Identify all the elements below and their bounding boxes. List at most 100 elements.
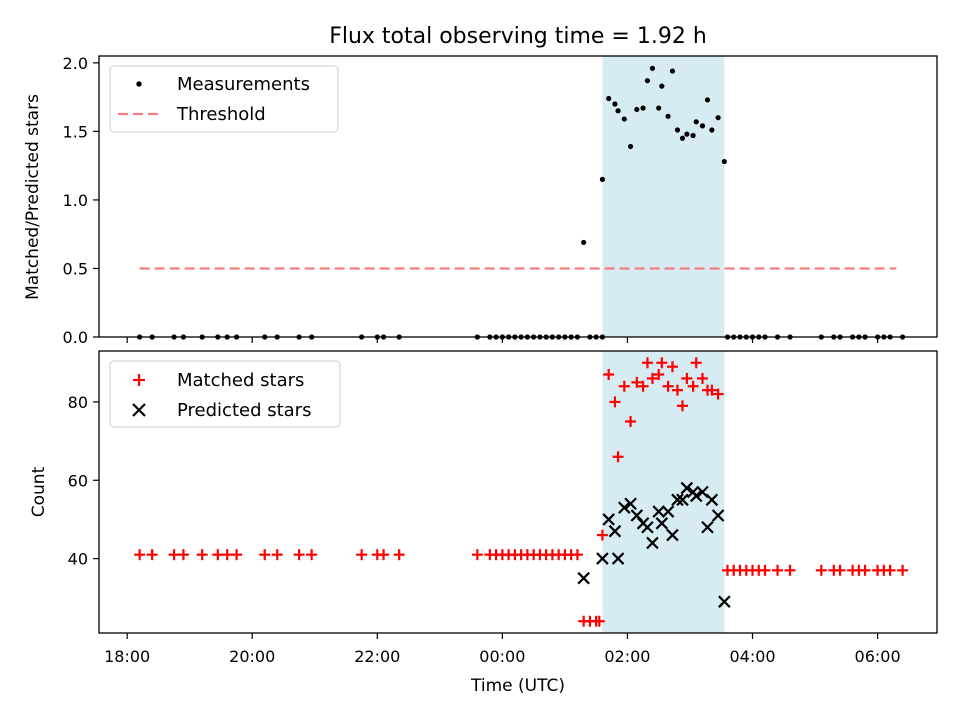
matched-star-marker	[271, 549, 283, 561]
measurement-point	[699, 123, 706, 129]
matched-star-marker	[196, 549, 208, 561]
ratio-y-ticks: 0.0 0.5 1.0 1.5 2.0	[63, 54, 99, 347]
matched-star-marker	[696, 372, 708, 384]
count-y-tick-label: 80	[68, 393, 88, 412]
matched-star-marker	[784, 564, 796, 576]
matched-star-marker	[671, 384, 683, 396]
ratio-y-tick-label: 0.5	[63, 259, 88, 278]
measurement-point	[704, 97, 711, 103]
matched-star-marker	[596, 529, 608, 541]
matched-star-marker	[471, 549, 483, 561]
observing-window-shade	[602, 351, 725, 633]
x-axis-label: Time (UTC)	[470, 676, 565, 696]
matched-stars-points	[134, 357, 909, 627]
measurement-point	[659, 83, 665, 89]
matched-star-marker	[637, 380, 649, 392]
matched-star-marker	[681, 372, 693, 384]
predicted-star-marker	[596, 552, 609, 565]
count-plot-frame	[98, 350, 938, 634]
count-y-ticks: 40 60 80	[68, 393, 99, 569]
x-tick-label: 02:00	[604, 647, 650, 666]
measurement-point	[709, 127, 715, 133]
count-panel: 18:00 20:00 22:00 00:00 02:00 04:00 06:00 40 60…	[29, 350, 938, 696]
predicted-stars-points	[577, 481, 731, 608]
measurement-point	[684, 131, 690, 137]
matched-star-marker	[393, 549, 405, 561]
x-tick-label: 06:00	[855, 647, 901, 666]
predicted-star-marker	[666, 528, 679, 542]
count-y-axis-label: Count	[29, 466, 49, 517]
ratio-y-axis-label: Matched/Predicted stars	[23, 94, 43, 300]
matched-star-marker	[676, 400, 688, 412]
matched-star-marker	[712, 388, 724, 400]
matched-star-marker	[609, 396, 621, 408]
matched-star-marker	[177, 549, 189, 561]
matched-star-marker	[293, 549, 305, 561]
measurement-point	[690, 132, 696, 139]
measurement-point	[627, 143, 634, 150]
matched-star-marker	[306, 549, 318, 561]
measurement-point	[715, 115, 721, 121]
matched-star-marker	[646, 372, 658, 384]
x-tick-label: 20:00	[229, 647, 275, 666]
ratio-y-tick-label: 2.0	[63, 54, 88, 73]
matched-star-marker	[146, 549, 158, 561]
matched-star-marker	[859, 564, 871, 576]
matched-star-marker	[706, 384, 718, 396]
matched-star-marker	[625, 416, 637, 427]
measurement-point	[599, 176, 606, 182]
matched-star-marker	[603, 369, 615, 380]
matched-star-marker	[662, 380, 674, 392]
matched-star-marker	[612, 451, 624, 463]
x-tick-label: 18:00	[104, 647, 150, 666]
chart-title: Flux total observing time = 1.92 h	[329, 24, 707, 49]
measurement-point	[615, 108, 621, 114]
measurements-legend-label: Measurements	[177, 74, 310, 95]
count-x-ticks: 18:00 20:00 22:00 00:00 02:00 04:00 06:00	[104, 633, 901, 666]
predicted-star-marker	[689, 489, 703, 503]
matched-star-marker	[571, 549, 583, 561]
predicted-star-marker	[676, 493, 689, 507]
count-y-tick-label: 60	[68, 471, 88, 490]
predicted-star-marker	[577, 571, 590, 585]
predicted-star-marker	[705, 493, 719, 507]
predicted-star-marker	[608, 524, 622, 538]
predicted-star-marker	[630, 509, 644, 522]
measurement-point	[581, 239, 587, 246]
matched-star-marker	[656, 357, 668, 369]
ratio-y-tick-label: 1.0	[63, 191, 88, 210]
ratio-panel: 0.00.51.01.52.0 Matched/Predicted stars …	[23, 54, 938, 347]
predicted-star-marker	[624, 497, 637, 511]
measurement-point	[656, 105, 662, 111]
predicted-star-marker	[661, 505, 675, 518]
ratio-legend: Measurements Threshold	[109, 65, 339, 133]
matched-star-marker	[378, 549, 390, 561]
predicted-legend-marker	[132, 403, 146, 417]
predicted-star-marker	[652, 505, 665, 518]
predicted-star-marker	[611, 552, 625, 565]
matched-star-marker	[593, 615, 605, 627]
matched-star-marker	[815, 564, 827, 576]
matched-star-marker	[168, 549, 180, 561]
matched-legend-label: Matched stars	[177, 370, 304, 391]
measurement-point	[669, 68, 676, 74]
measurement-point	[693, 119, 699, 125]
matched-star-marker	[641, 357, 653, 369]
matched-star-marker	[759, 564, 771, 576]
predicted-star-marker	[671, 493, 684, 507]
matched-star-marker	[834, 564, 846, 576]
measurement-point	[621, 116, 627, 122]
predicted-star-marker	[641, 520, 654, 534]
matched-star-marker	[221, 549, 233, 561]
measurement-point	[640, 105, 646, 111]
measurement-point	[674, 127, 681, 133]
matched-star-marker	[212, 549, 224, 561]
measurements-legend-marker	[136, 81, 142, 87]
measurement-point	[649, 65, 656, 71]
count-legend: Matched stars Predicted stars	[109, 360, 341, 428]
matched-star-marker	[884, 564, 896, 576]
predicted-star-marker	[718, 595, 731, 608]
matched-star-marker	[897, 564, 909, 576]
predicted-legend-label: Predicted stars	[177, 400, 311, 421]
